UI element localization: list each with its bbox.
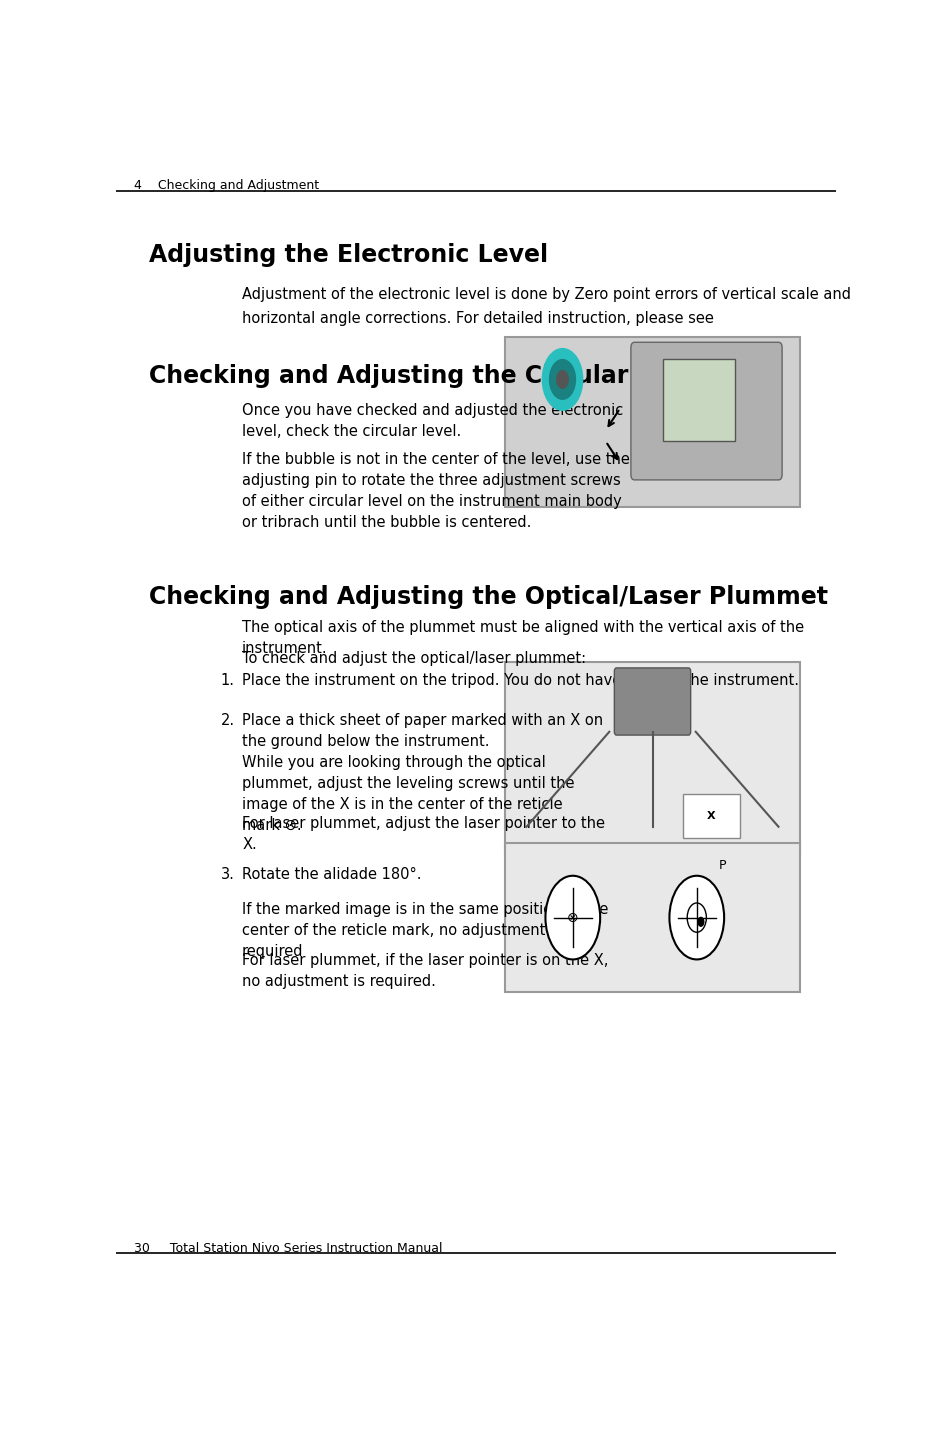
- Text: If the marked image is in the same position in the
center of the reticle mark, n: If the marked image is in the same posit…: [242, 902, 608, 958]
- Text: While you are looking through the optical
plummet, adjust the leveling screws un: While you are looking through the optica…: [242, 755, 574, 834]
- Text: horizontal angle corrections. For detailed instruction, please see: horizontal angle corrections. For detail…: [242, 312, 718, 326]
- Text: Rotate the alidade 180°.: Rotate the alidade 180°.: [242, 868, 421, 882]
- Circle shape: [542, 349, 582, 410]
- Text: Adjusting the Electronic Level: Adjusting the Electronic Level: [148, 243, 548, 267]
- Text: 2.: 2.: [220, 714, 235, 728]
- Circle shape: [549, 359, 574, 399]
- FancyBboxPatch shape: [613, 668, 690, 735]
- Text: 30     Total Station Nivo Series Instruction Manual: 30 Total Station Nivo Series Instruction…: [134, 1243, 442, 1256]
- Text: Checking and Adjusting the Circular Level: Checking and Adjusting the Circular Leve…: [148, 365, 706, 389]
- Text: ⊗: ⊗: [566, 911, 578, 925]
- Circle shape: [545, 875, 599, 960]
- Text: If the bubble is not in the center of the level, use the
adjusting pin to rotate: If the bubble is not in the center of th…: [242, 452, 629, 531]
- Text: The optical axis of the plummet must be aligned with the vertical axis of the
in: The optical axis of the plummet must be …: [242, 619, 804, 656]
- Text: For laser plummet, adjust the laser pointer to the
X.: For laser plummet, adjust the laser poin…: [242, 815, 604, 852]
- Text: Place the instrument on the tripod. You do not have to level the instrument.: Place the instrument on the tripod. You …: [242, 672, 798, 688]
- Text: P: P: [718, 858, 726, 871]
- Text: X: X: [706, 811, 715, 821]
- Text: For laser plummet, if the laser pointer is on the X,
no adjustment is required.: For laser plummet, if the laser pointer …: [242, 954, 608, 990]
- Text: 4    Checking and Adjustment: 4 Checking and Adjustment: [134, 179, 319, 192]
- FancyBboxPatch shape: [682, 794, 740, 838]
- Text: 1.: 1.: [220, 672, 234, 688]
- Text: Once you have checked and adjusted the electronic
level, check the circular leve: Once you have checked and adjusted the e…: [242, 403, 623, 439]
- Text: Place a thick sheet of paper marked with an X on
the ground below the instrument: Place a thick sheet of paper marked with…: [242, 714, 602, 749]
- Circle shape: [556, 370, 568, 388]
- Text: 3.: 3.: [220, 868, 234, 882]
- Text: Adjustment of the electronic level is done by Zero point errors of vertical scal: Adjustment of the electronic level is do…: [242, 287, 850, 302]
- FancyBboxPatch shape: [663, 359, 735, 442]
- Circle shape: [697, 918, 703, 927]
- Text: Checking and Adjusting the Optical/Laser Plummet: Checking and Adjusting the Optical/Laser…: [148, 585, 827, 609]
- FancyBboxPatch shape: [505, 844, 799, 992]
- Text: To check and adjust the optical/laser plummet:: To check and adjust the optical/laser pl…: [242, 651, 586, 665]
- FancyBboxPatch shape: [505, 336, 799, 508]
- FancyBboxPatch shape: [505, 662, 799, 854]
- Circle shape: [669, 875, 723, 960]
- FancyBboxPatch shape: [630, 342, 781, 480]
